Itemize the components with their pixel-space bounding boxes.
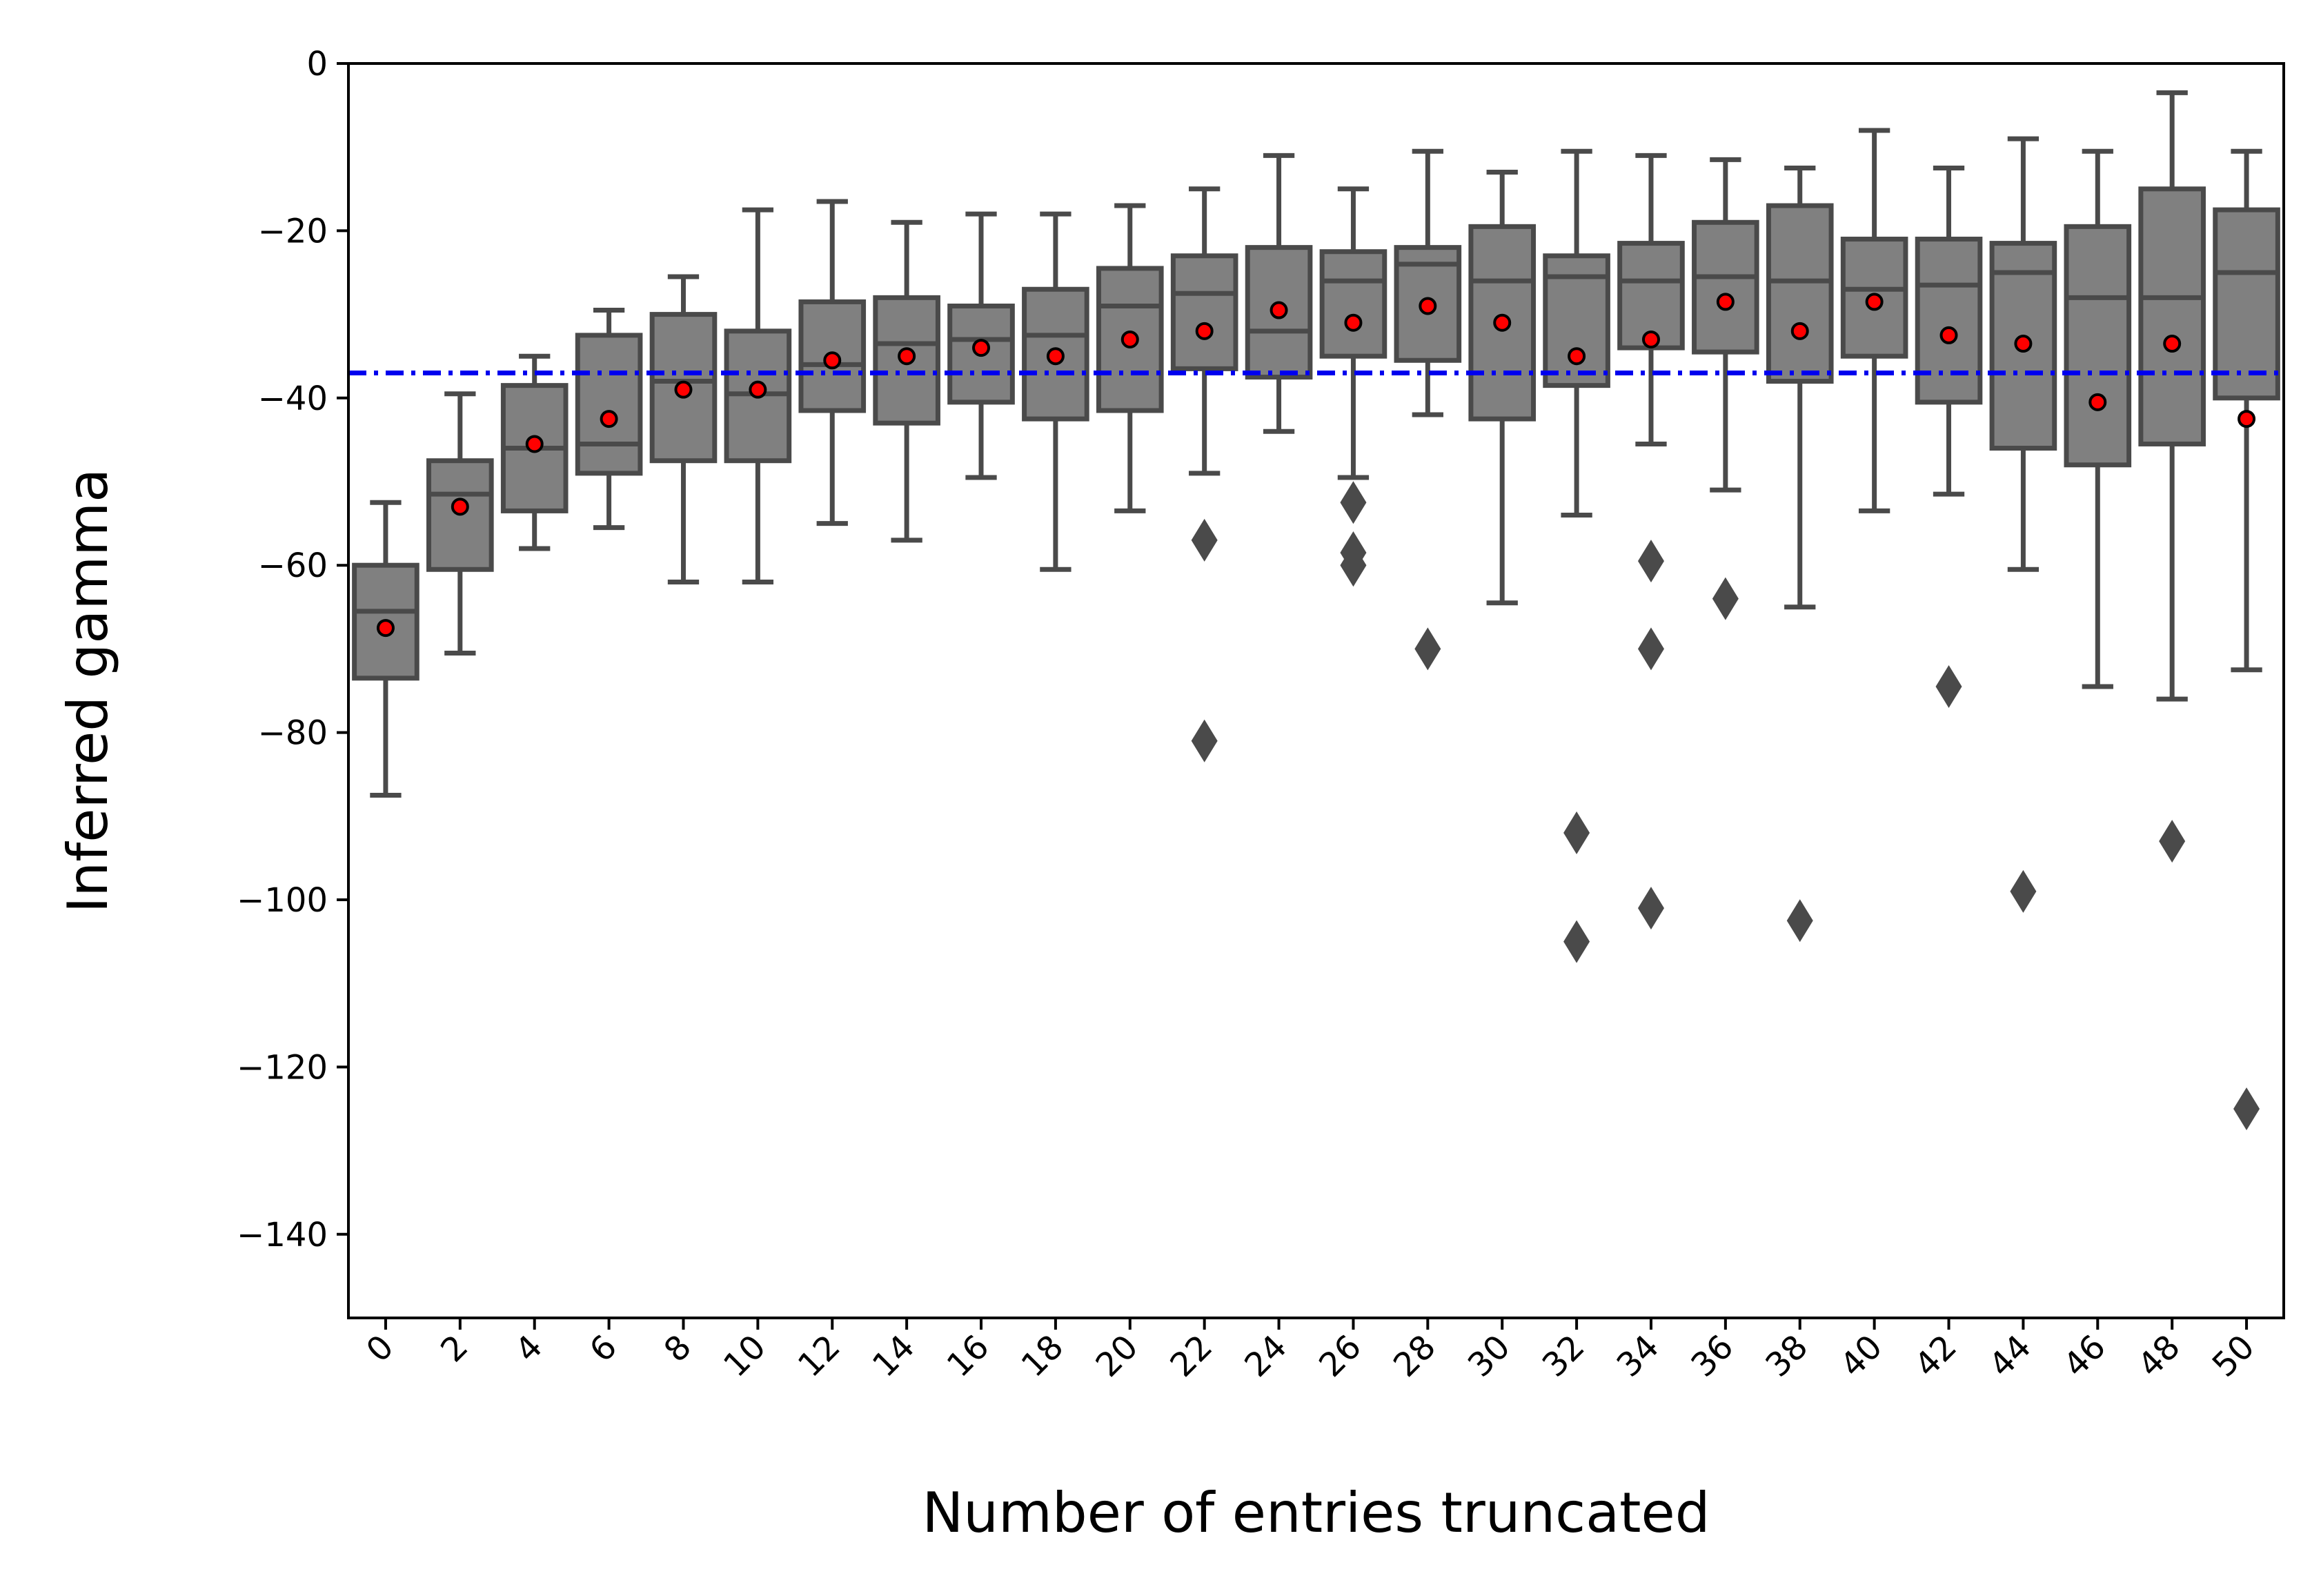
outlier-point xyxy=(1637,540,1664,583)
plot-frame xyxy=(347,62,2285,1319)
mean-marker xyxy=(1046,347,1065,366)
outlier-point xyxy=(2233,1087,2260,1130)
y-tick-label: −60 xyxy=(258,546,328,585)
mean-marker xyxy=(2238,410,2256,428)
outlier-point xyxy=(2010,869,2037,913)
outlier-point xyxy=(1712,577,1739,620)
mean-marker xyxy=(749,380,767,399)
mean-marker xyxy=(451,497,469,516)
box-iqr xyxy=(2138,186,2206,446)
box-iqr xyxy=(1319,249,1387,359)
mean-marker xyxy=(972,339,991,357)
y-tick-label: −100 xyxy=(237,881,328,920)
box-group-2 xyxy=(426,391,494,656)
box-group-22 xyxy=(1170,186,1238,762)
outlier-point xyxy=(1637,627,1664,671)
y-tick-label: −40 xyxy=(258,380,328,418)
box-group-34 xyxy=(1617,152,1685,930)
box-group-48 xyxy=(2138,90,2206,863)
box-group-50 xyxy=(2213,148,2280,1130)
mean-marker xyxy=(1344,313,1363,332)
mean-marker xyxy=(2014,335,2033,353)
box-group-38 xyxy=(1766,166,1834,943)
y-tick-label: −80 xyxy=(258,714,328,753)
y-tick-label: −120 xyxy=(237,1048,328,1087)
box-iqr xyxy=(1022,286,1089,422)
outlier-point xyxy=(1637,887,1664,930)
box-iqr xyxy=(2064,224,2132,468)
box-group-6 xyxy=(575,308,643,531)
box-iqr xyxy=(1692,219,1759,355)
outlier-point xyxy=(1340,481,1367,524)
box-group-18 xyxy=(1022,211,1089,572)
outlier-point xyxy=(1563,811,1590,855)
box-group-46 xyxy=(2064,148,2132,689)
mean-marker xyxy=(525,435,544,453)
y-tick-label: −140 xyxy=(237,1216,328,1254)
y-tick-label: −20 xyxy=(258,212,328,250)
box-group-20 xyxy=(1096,203,1164,513)
mean-marker xyxy=(1568,347,1586,366)
mean-marker xyxy=(1865,293,1884,311)
mean-marker xyxy=(674,380,693,399)
mean-marker xyxy=(1493,313,1512,332)
mean-marker xyxy=(1641,330,1660,348)
box-group-28 xyxy=(1394,148,1462,671)
box-group-42 xyxy=(1915,166,1983,708)
mean-marker xyxy=(1195,322,1214,340)
outlier-point xyxy=(1935,664,1962,708)
means-layer xyxy=(376,293,2256,638)
boxes-layer xyxy=(352,90,2280,1130)
x-axis-title: Number of entries truncated xyxy=(922,1481,1710,1545)
mean-marker xyxy=(600,410,618,428)
box-group-10 xyxy=(724,207,792,584)
box-iqr xyxy=(1766,203,1834,384)
box-iqr xyxy=(1170,253,1238,371)
mean-marker xyxy=(1270,301,1288,319)
mean-marker xyxy=(823,351,842,370)
box-group-26 xyxy=(1319,186,1387,587)
mean-marker xyxy=(1790,322,1809,340)
box-iqr xyxy=(2213,207,2280,401)
mean-marker xyxy=(1120,330,1139,348)
mean-marker xyxy=(376,619,395,638)
outlier-point xyxy=(1191,719,1218,762)
y-tick-label: 0 xyxy=(306,45,328,83)
outlier-point xyxy=(1563,920,1590,963)
mean-marker xyxy=(1419,297,1437,315)
outlier-point xyxy=(1191,518,1218,562)
outlier-point xyxy=(1340,544,1367,587)
mean-marker xyxy=(2088,393,2107,411)
mean-marker xyxy=(1716,293,1735,311)
outlier-point xyxy=(2159,820,2186,863)
box-iqr xyxy=(575,333,643,476)
box-iqr xyxy=(1915,237,1983,405)
mean-marker xyxy=(1939,326,1958,344)
box-group-44 xyxy=(1989,136,2057,913)
outlier-point xyxy=(1786,899,1813,943)
mean-marker xyxy=(2163,335,2182,353)
mean-marker xyxy=(898,347,916,366)
box-group-36 xyxy=(1692,157,1759,620)
outlier-point xyxy=(1414,627,1441,671)
y-axis-title: Inferred gamma xyxy=(56,469,120,913)
box-iqr xyxy=(1096,266,1164,413)
